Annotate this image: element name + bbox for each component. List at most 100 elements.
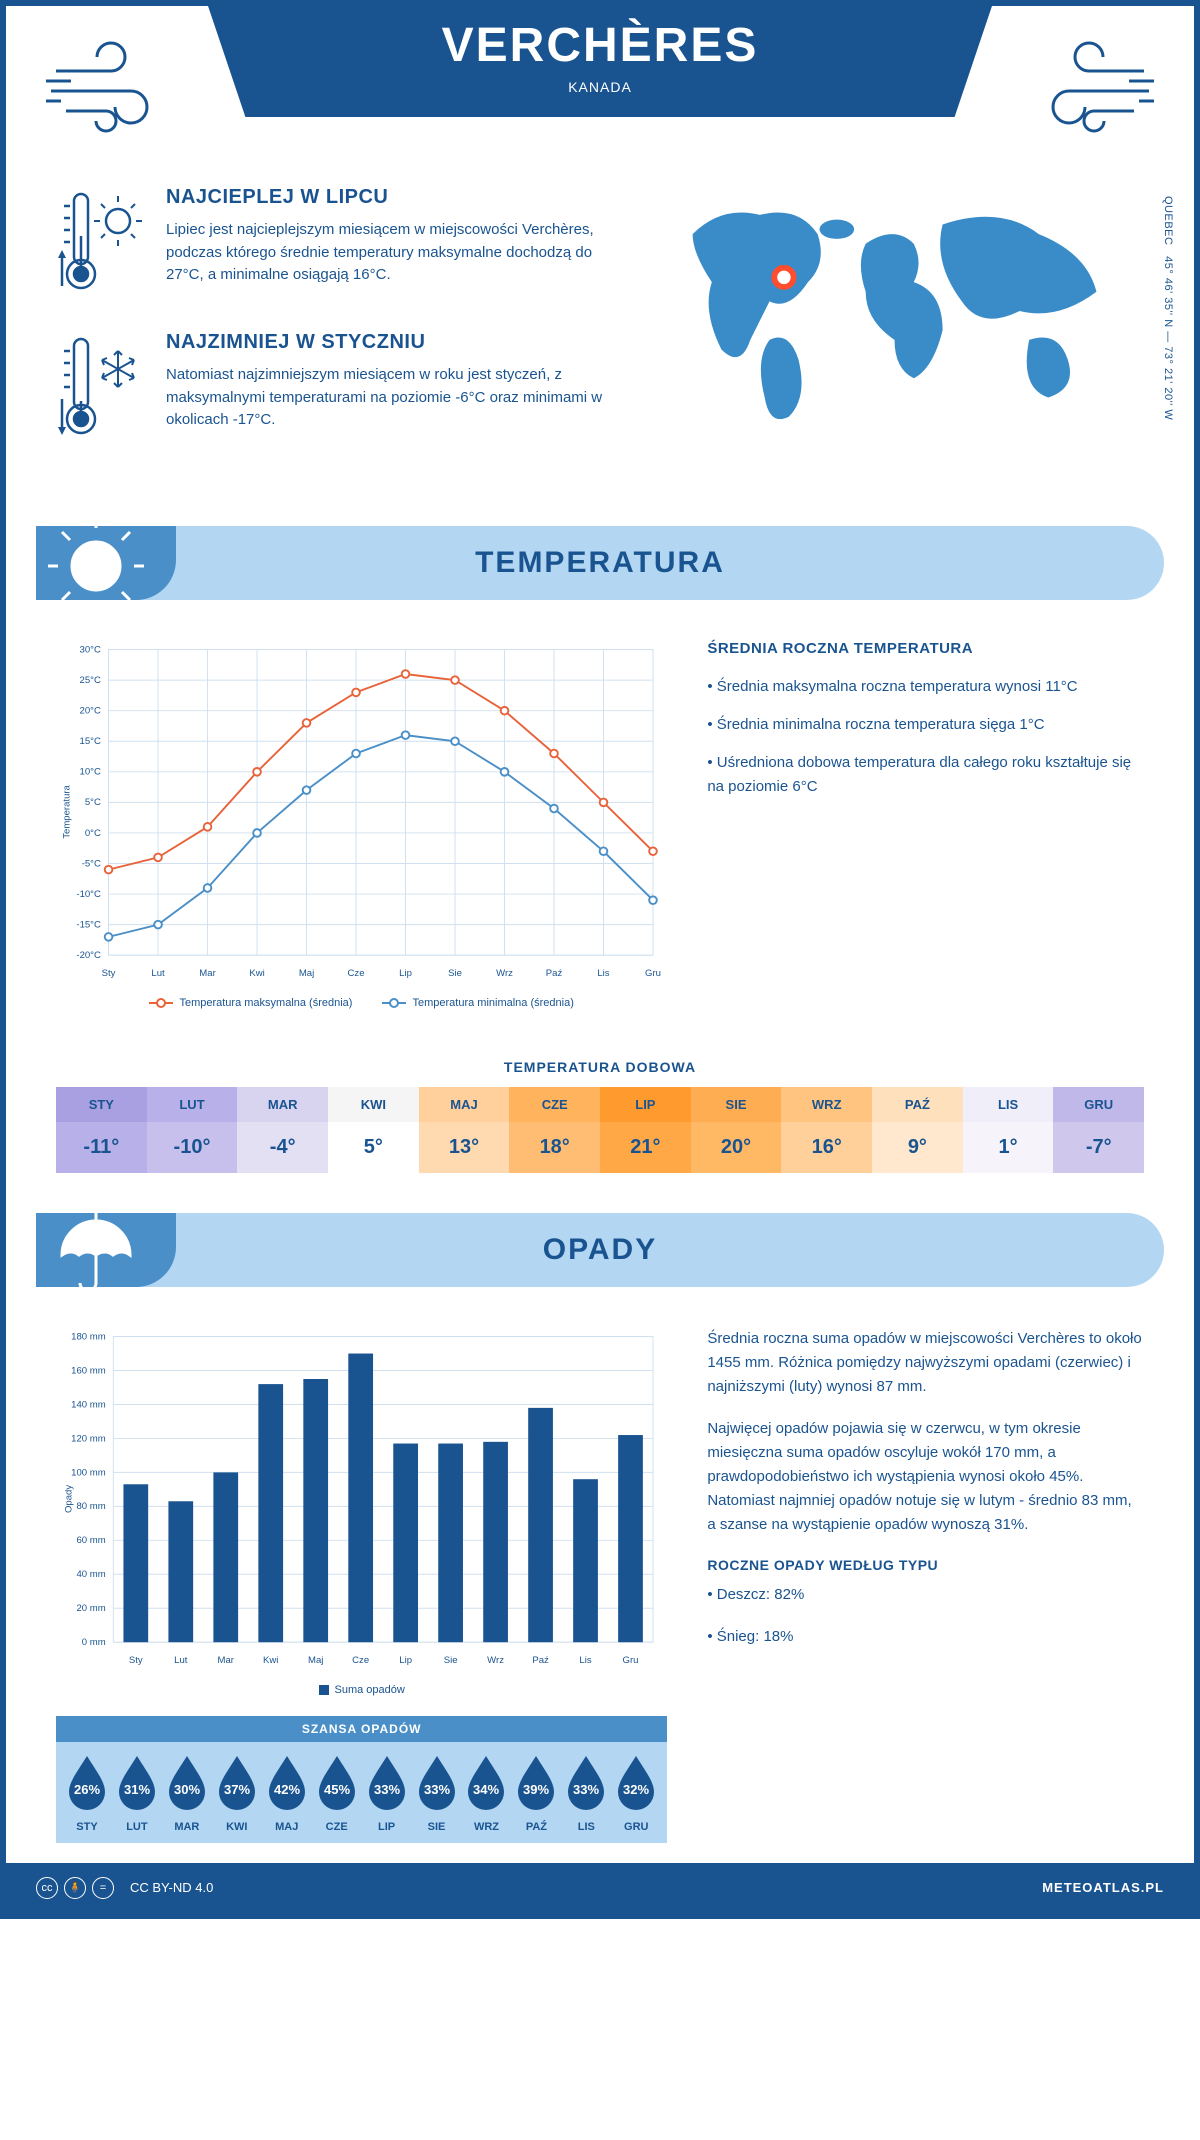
world-map-icon (645, 186, 1144, 436)
svg-text:-5°C: -5°C (82, 858, 101, 869)
precip-p1: Średnia roczna suma opadów w miejscowośc… (707, 1327, 1144, 1399)
daily-cell: KWI5° (328, 1087, 419, 1173)
legend-max: Temperatura maksymalna (średnia) (179, 997, 352, 1009)
precip-summary: Średnia roczna suma opadów w miejscowośc… (707, 1327, 1144, 1843)
temperature-title: TEMPERATURA (36, 546, 1164, 580)
svg-text:0°C: 0°C (85, 828, 101, 839)
svg-text:Paź: Paź (532, 1655, 549, 1666)
svg-text:20 mm: 20 mm (76, 1603, 105, 1614)
drop-icon: 32% (611, 1754, 661, 1815)
avg-annual-title: ŚREDNIA ROCZNA TEMPERATURA (707, 640, 1144, 657)
precip-title: OPADY (36, 1233, 1164, 1267)
nd-icon: = (92, 1877, 114, 1899)
chance-title: SZANSA OPADÓW (56, 1716, 667, 1742)
wind-icon-right (1014, 36, 1154, 136)
drop-icon: 33% (412, 1754, 462, 1815)
svg-text:Sie: Sie (448, 968, 462, 979)
svg-text:100 mm: 100 mm (71, 1467, 106, 1478)
chance-cell: 42% MAJ (262, 1754, 312, 1833)
drop-icon: 33% (362, 1754, 412, 1815)
svg-text:15°C: 15°C (80, 736, 101, 747)
site-credit: METEOATLAS.PL (1042, 1880, 1164, 1895)
country: KANADA (226, 79, 974, 95)
chance-cell: 33% LIP (362, 1754, 412, 1833)
svg-text:Lis: Lis (579, 1655, 591, 1666)
precip-bar-chart: 0 mm20 mm40 mm60 mm80 mm100 mm120 mm140 … (56, 1327, 667, 1843)
svg-text:34%: 34% (473, 1782, 499, 1797)
svg-text:Opady: Opady (63, 1485, 74, 1513)
temperature-section-header: TEMPERATURA (36, 526, 1164, 600)
drop-icon: 42% (262, 1754, 312, 1815)
svg-text:5°C: 5°C (85, 797, 101, 808)
svg-text:120 mm: 120 mm (71, 1433, 106, 1444)
daily-cell: PAŹ9° (872, 1087, 963, 1173)
sun-icon (36, 526, 176, 600)
svg-text:Maj: Maj (299, 968, 314, 979)
svg-text:Kwi: Kwi (249, 968, 264, 979)
svg-text:-20°C: -20°C (76, 950, 101, 961)
avg-bullet-3: • Uśredniona dobowa temperatura dla całe… (707, 751, 1144, 799)
by-icon: 🧍 (64, 1877, 86, 1899)
svg-text:Kwi: Kwi (263, 1655, 278, 1666)
svg-text:10°C: 10°C (80, 767, 101, 778)
svg-text:33%: 33% (424, 1782, 450, 1797)
svg-text:40 mm: 40 mm (76, 1569, 105, 1580)
daily-cell: GRU-7° (1053, 1087, 1144, 1173)
svg-text:Sty: Sty (129, 1655, 143, 1666)
svg-text:30°C: 30°C (80, 644, 101, 655)
svg-text:26%: 26% (74, 1782, 100, 1797)
svg-text:-15°C: -15°C (76, 920, 101, 931)
svg-text:180 mm: 180 mm (71, 1331, 106, 1342)
daily-cell: CZE18° (509, 1087, 600, 1173)
svg-text:30%: 30% (174, 1782, 200, 1797)
drop-icon: 39% (511, 1754, 561, 1815)
precip-snow: • Śnieg: 18% (707, 1625, 1144, 1649)
svg-text:Sty: Sty (102, 968, 116, 979)
chance-cell: 30% MAR (162, 1754, 212, 1833)
daily-cell: STY-11° (56, 1087, 147, 1173)
avg-bullet-1: • Średnia maksymalna roczna temperatura … (707, 675, 1144, 699)
avg-bullet-2: • Średnia minimalna roczna temperatura s… (707, 713, 1144, 737)
drop-icon: 37% (212, 1754, 262, 1815)
svg-text:Wrz: Wrz (487, 1655, 504, 1666)
temperature-summary: ŚREDNIA ROCZNA TEMPERATURA • Średnia mak… (707, 640, 1144, 1009)
svg-text:Temperatura: Temperatura (61, 784, 72, 838)
chance-cell: 34% WRZ (462, 1754, 512, 1833)
chance-cell: 33% SIE (412, 1754, 462, 1833)
svg-text:45%: 45% (324, 1782, 350, 1797)
daily-cell: WRZ16° (781, 1087, 872, 1173)
daily-cell: MAJ13° (419, 1087, 510, 1173)
legend-min: Temperatura minimalna (średnia) (412, 997, 573, 1009)
svg-text:Mar: Mar (199, 968, 216, 979)
svg-text:Lut: Lut (174, 1655, 188, 1666)
svg-text:-10°C: -10°C (76, 889, 101, 900)
warmest-title: NAJCIEPLEJ W LIPCU (166, 186, 605, 209)
precip-legend: Suma opadów (56, 1684, 667, 1696)
license-text: CC BY-ND 4.0 (130, 1880, 213, 1895)
svg-text:160 mm: 160 mm (71, 1365, 106, 1376)
chance-cell: 31% LUT (112, 1754, 162, 1833)
drop-icon: 31% (112, 1754, 162, 1815)
coldest-text: Natomiast najzimniejszym miesiącem w rok… (166, 364, 605, 432)
license-block: cc 🧍 = CC BY-ND 4.0 (36, 1877, 213, 1899)
svg-text:Mar: Mar (218, 1655, 235, 1666)
title-banner: VERCHÈRES KANADA (206, 0, 994, 117)
temperature-line-chart: -20°C-15°C-10°C-5°C0°C5°C10°C15°C20°C25°… (56, 640, 667, 1009)
map-col: QUEBEC 45° 46' 35'' N — 73° 21' 20'' W (645, 186, 1144, 476)
chance-cell: 37% KWI (212, 1754, 262, 1833)
svg-text:33%: 33% (573, 1782, 599, 1797)
svg-text:60 mm: 60 mm (76, 1535, 105, 1546)
drop-icon: 30% (162, 1754, 212, 1815)
chance-cell: 33% LIS (561, 1754, 611, 1833)
svg-text:20°C: 20°C (80, 706, 101, 717)
warmest-text: Lipiec jest najcieplejszym miesiącem w m… (166, 219, 605, 287)
precip-rain: • Deszcz: 82% (707, 1583, 1144, 1607)
footer: cc 🧍 = CC BY-ND 4.0 METEOATLAS.PL (6, 1863, 1194, 1913)
coordinates: QUEBEC 45° 46' 35'' N — 73° 21' 20'' W (1162, 196, 1174, 420)
svg-text:140 mm: 140 mm (71, 1399, 106, 1410)
svg-text:Maj: Maj (308, 1655, 323, 1666)
svg-text:32%: 32% (623, 1782, 649, 1797)
svg-text:Paź: Paź (546, 968, 563, 979)
chance-cell: 39% PAŹ (511, 1754, 561, 1833)
precip-section-header: OPADY (36, 1213, 1164, 1287)
